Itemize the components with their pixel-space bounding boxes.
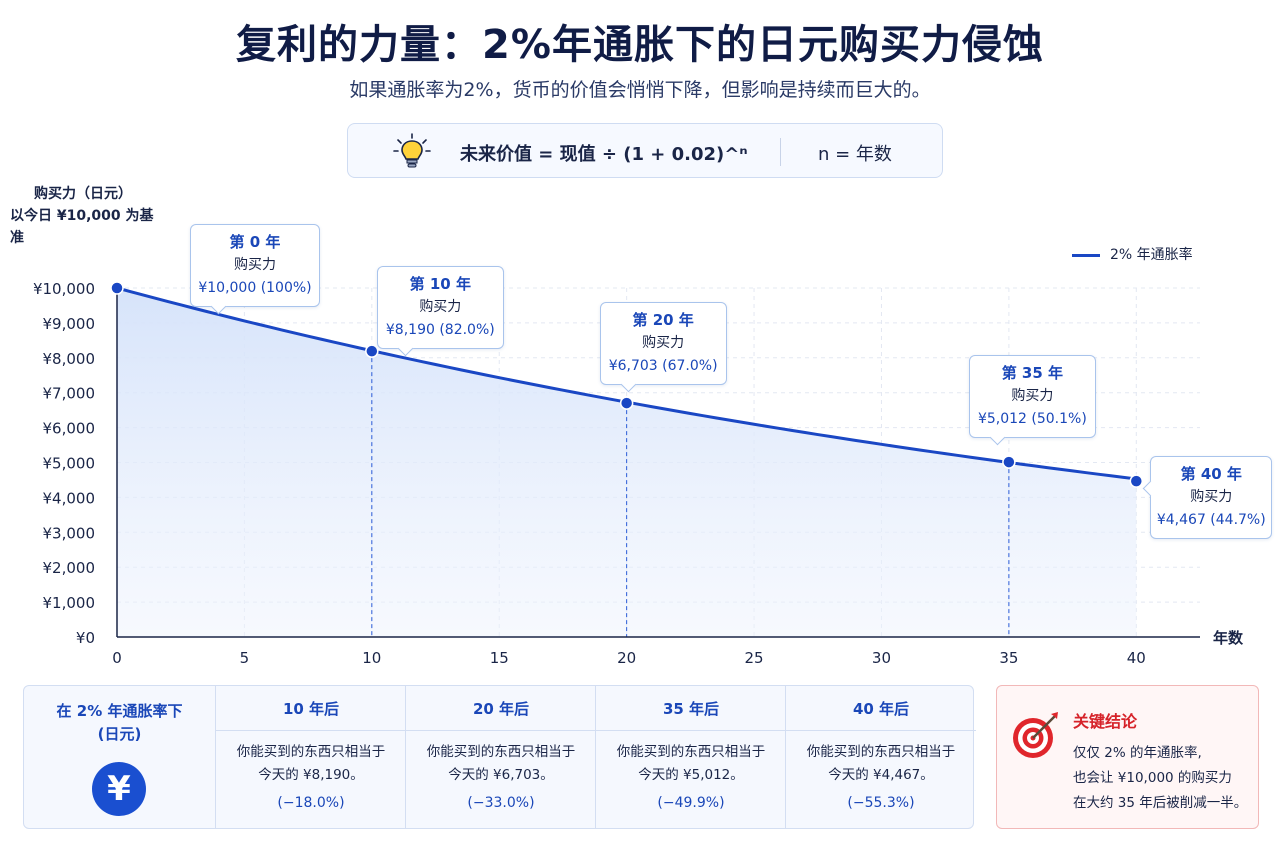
target-icon [1013,712,1058,758]
summary-col-header: 20 年后 [406,686,596,731]
data-point [365,344,379,358]
conclusion-line2: 也会让 ¥10,000 的购买力 [1073,770,1232,786]
y-tick-label: ¥9,000 [43,315,96,333]
y-tick-label: ¥3,000 [43,524,96,542]
callout-value: ¥4,467 (44.7%) [1156,512,1266,529]
callout-card: 第 40 年购买力 ¥4,467 (44.7%) [1150,456,1273,540]
summary-col-line1: 你能买到的东西只相当于 [426,744,576,760]
summary-intro-line1: 在 2% 年通胀率下 [56,702,183,720]
formula-note: n = 年数 [818,144,892,165]
x-tick-label: 10 [362,649,381,667]
callout-value: ¥10,000 (100%) [198,280,312,296]
summary-col-pct: (−18.0%) [277,795,345,811]
summary-col-line2: 今天的 ¥8,190。 [258,767,364,783]
summary-col-line1: 你能买到的东西只相当于 [236,744,386,760]
x-tick-label: 25 [745,649,764,667]
data-point [619,396,634,410]
x-tick-label: 20 [617,649,636,667]
callout-value: ¥8,190 (82.0%) [385,322,495,339]
formula-box: 未来价值 = 现值 ÷ (1 + 0.02)^ⁿ n = 年数 [347,123,943,178]
y-tick-label: ¥2,000 [43,559,96,577]
lightbulb-icon [393,133,431,168]
data-point [110,281,124,295]
y-tick-label: ¥10,000 [33,280,95,298]
callout-card: 第 35 年购买力 ¥5,012 (50.1%) [968,355,1096,439]
page-subtitle: 如果通胀率为2%，货币的价值会悄悄下降，但影响是持续而巨大的。 [349,79,931,101]
summary-intro-line2: (日元) [97,725,142,743]
page-title: 复利的力量：2%年通胀下的日元购买力侵蚀 [236,22,1044,68]
summary-col-10: 10 年后 你能买到的东西只相当于 今天的 ¥8,190。 (−18.0%) [215,686,406,828]
callout-value: ¥5,012 (50.1%) [977,411,1087,428]
callout-card: 第 10 年购买力 ¥8,190 (82.0%) [376,266,504,350]
callout-label: 购买力 [1190,489,1233,506]
legend-label: 2% 年通胀率 [1110,247,1193,263]
legend: 2% 年通胀率 [1072,244,1193,264]
data-point [1002,455,1016,469]
callout-year: 第 0 年 [229,233,281,251]
y-tick-label: ¥0 [76,629,95,647]
formula-text: 未来价值 = 现值 ÷ (1 + 0.02)^ⁿ [460,144,748,165]
x-tick-label: 40 [1127,649,1146,667]
y-axis-label: 购买力（日元） 以今日 ¥10,000 为基准 [10,183,160,249]
summary-col-line1: 你能买到的东西只相当于 [806,744,956,760]
y-tick-label: ¥7,000 [43,385,96,403]
yen-icon: ¥ [92,762,146,816]
y-axis-label-line2: 以今日 ¥10,000 为基准 [10,208,154,246]
summary-col-35: 35 年后 你能买到的东西只相当于 今天的 ¥5,012。 (−49.9%) [595,686,786,828]
formula-divider [780,138,781,166]
y-tick-label: ¥6,000 [43,420,96,438]
y-tick-label: ¥4,000 [43,489,96,507]
x-tick-label: 0 [112,649,122,667]
x-tick-label: 15 [490,649,509,667]
callout-year: 第 10 年 [409,275,471,294]
summary-col-line2: 今天的 ¥4,467。 [828,767,934,783]
summary-col-header: 40 年后 [786,686,976,731]
legend-swatch [1072,253,1100,257]
summary-col-40: 40 年后 你能买到的东西只相当于 今天的 ¥4,467。 (−55.3%) [785,686,976,828]
summary-col-line1: 你能买到的东西只相当于 [616,744,766,760]
summary-col-line2: 今天的 ¥5,012。 [638,767,744,783]
callout-label: 购买力 [1011,388,1054,405]
callout-label: 购买力 [419,299,462,316]
y-axis-label-line1: 购买力（日元） [34,186,132,202]
data-point [1129,474,1144,488]
summary-col-20: 20 年后 你能买到的东西只相当于 今天的 ¥6,703。 (−33.0%) [405,686,596,828]
x-tick-label: 35 [999,649,1018,667]
summary-col-pct: (−49.9%) [657,795,725,811]
summary-intro: 在 2% 年通胀率下 (日元) ¥ [24,686,215,828]
y-tick-label: ¥1,000 [43,594,96,612]
chart: ¥0 ¥1,000 ¥2,000 ¥3,000 ¥4,000 ¥5,000 ¥6,000 ¥7… [33,280,1244,667]
summary-col-pct: (−55.3%) [847,795,915,811]
conclusion-line1: 仅仅 2% 的年通胀率, [1073,745,1202,761]
conclusion-box: 关键结论 仅仅 2% 的年通胀率, 也会让 ¥10,000 的购买力 在大约 3… [996,685,1259,829]
conclusion-title: 关键结论 [1073,712,1138,731]
y-tick-label: ¥8,000 [43,350,96,368]
callout-label: 购买力 [642,335,685,352]
summary-col-header: 35 年后 [596,686,786,731]
x-tick-label: 5 [240,649,250,667]
summary-panel: 在 2% 年通胀率下 (日元) ¥ 10 年后 你能买到的东西只相当于 今天的 ¥… [23,685,976,829]
summary-col-line2: 今天的 ¥6,703。 [448,767,554,783]
callout-value: ¥6,703 (67.0%) [608,358,718,375]
x-axis-label: 年数 [1213,629,1244,647]
x-tick-label: 30 [872,649,891,667]
callout-card: 第 0 年购买力 ¥10,000 (100%) [190,224,320,307]
summary-col-pct: (−33.0%) [467,795,535,811]
callout-year: 第 35 年 [1001,364,1064,383]
callout-label: 购买力 [234,257,276,273]
y-tick-label: ¥5,000 [43,455,96,473]
conclusion-line3: 在大约 35 年后被削减一半。 [1073,795,1248,811]
callout-year: 第 20 年 [632,311,694,330]
summary-col-header: 10 年后 [216,686,406,731]
callout-card: 第 20 年购买力 ¥6,703 (67.0%) [599,302,727,386]
callout-year: 第 40 年 [1180,465,1242,484]
